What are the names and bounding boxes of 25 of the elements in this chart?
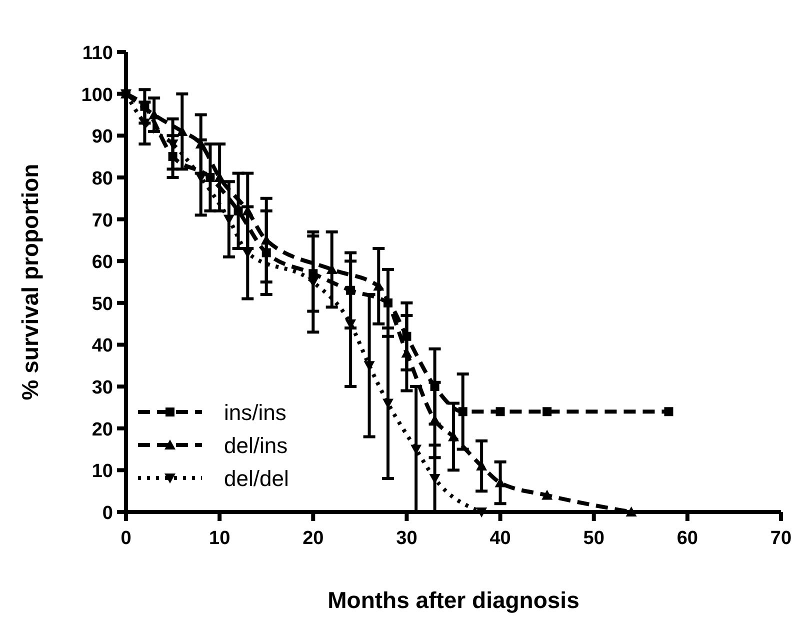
- x-tick-label: 10: [209, 528, 230, 549]
- x-tick-label: 70: [770, 528, 792, 549]
- x-tick-label: 40: [490, 528, 511, 549]
- x-tick-label: 60: [676, 528, 698, 549]
- y-tick-label: 20: [92, 419, 113, 440]
- y-tick-label: 80: [92, 168, 113, 190]
- x-axis-title: Months after diagnosis: [328, 587, 580, 613]
- y-tick-label: 50: [92, 294, 113, 315]
- y-axis-title: % survival proportion: [17, 164, 43, 400]
- x-tick-label: 30: [396, 528, 418, 549]
- y-tick-label: 10: [92, 461, 113, 482]
- y-tick-label: 40: [92, 336, 113, 357]
- x-tick-label: 50: [583, 528, 604, 549]
- y-tick-label: 30: [92, 378, 113, 399]
- x-tick-label: 20: [302, 528, 324, 549]
- y-tick-label: 110: [82, 43, 113, 64]
- x-tick-label: 0: [120, 528, 132, 549]
- y-tick-label: 70: [92, 210, 113, 232]
- y-tick-label: 100: [81, 84, 113, 106]
- y-tick-label: 60: [92, 252, 113, 274]
- y-tick-label: 90: [92, 126, 113, 148]
- legend-label: del/ins: [224, 433, 288, 458]
- legend-label: ins/ins: [224, 400, 286, 425]
- legend-label: del/del: [224, 466, 289, 491]
- y-tick-label: 0: [102, 503, 113, 524]
